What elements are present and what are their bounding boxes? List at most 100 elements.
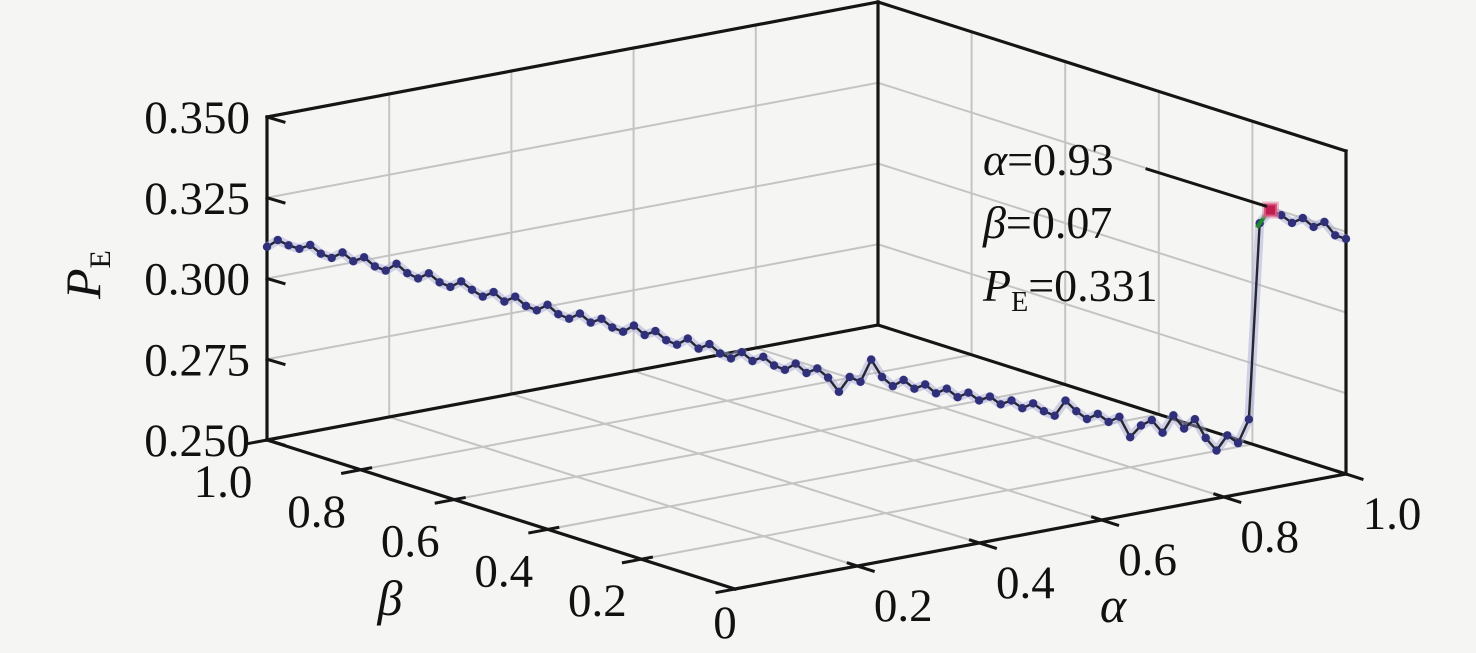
data-point	[478, 292, 487, 301]
data-point	[931, 389, 941, 398]
data-point	[284, 241, 293, 250]
data-point	[726, 354, 736, 363]
data-point	[1331, 231, 1340, 240]
data-point	[359, 253, 369, 262]
beta-tick	[528, 525, 560, 535]
box-edge	[733, 472, 1348, 591]
z-grid-line	[266, 162, 1347, 314]
data-point	[1244, 415, 1254, 424]
data-point	[1223, 431, 1232, 440]
data-point	[575, 309, 585, 318]
data-point	[845, 372, 854, 382]
box-edge	[265, 323, 880, 442]
alpha-tick	[1212, 492, 1242, 504]
data-point	[1298, 213, 1308, 223]
data-point	[1028, 399, 1038, 408]
beta-tick	[621, 555, 654, 565]
data-point	[1039, 407, 1049, 416]
data-point	[942, 384, 951, 393]
data-point	[1287, 218, 1297, 228]
data-point	[457, 277, 466, 286]
data-point	[564, 314, 574, 323]
data-point	[899, 375, 908, 385]
beta-floor-grid-line	[359, 353, 973, 471]
data-point	[446, 282, 455, 292]
data-point	[953, 393, 962, 402]
annotation-leader-line	[1145, 167, 1268, 208]
beta-floor-grid-line	[453, 383, 1067, 501]
alpha-tick-label: 0.8	[1240, 511, 1299, 563]
data-point	[586, 318, 595, 327]
alpha-tick	[846, 561, 876, 573]
data-point	[543, 300, 552, 309]
data-point	[694, 344, 703, 353]
tick-labels: 0.250 0.275 0.300 0.325 0.350 1.0 0.8 0.6 0.4 0.2…	[144, 92, 1421, 649]
data-point	[813, 364, 822, 373]
data-point	[1190, 415, 1200, 424]
alpha-floor-grid-line	[632, 369, 1103, 522]
data-point	[1115, 412, 1124, 421]
data-point	[467, 285, 477, 294]
data-point	[424, 269, 433, 278]
data-point	[834, 387, 844, 396]
z-tick-label: 0.300	[144, 254, 250, 306]
data-point	[1147, 415, 1157, 425]
alpha-axis-label: α	[1100, 577, 1128, 633]
alpha-floor-grid-line	[754, 346, 1226, 499]
data-point	[349, 257, 358, 266]
data-point	[877, 372, 887, 382]
data-point	[608, 323, 617, 332]
box-edge	[265, 0, 880, 119]
data-point	[489, 287, 498, 297]
pe-curve-line	[266, 208, 1347, 452]
z-tick	[265, 357, 286, 367]
alpha-tick-label: 1.0	[1363, 488, 1422, 540]
data-point	[327, 253, 336, 263]
data-point	[780, 365, 790, 374]
data-point	[1126, 433, 1135, 442]
data-point	[759, 352, 768, 361]
data-point	[532, 306, 541, 315]
alpha-floor-grid-line	[510, 392, 981, 545]
annotation-callout: α=0.93 β=0.07 PE=0.331	[982, 134, 1268, 318]
grid-lines	[266, 24, 1347, 568]
data-point	[1341, 234, 1351, 244]
alpha-floor-grid-line	[387, 415, 859, 568]
beta-tick-label: 0.4	[474, 545, 533, 597]
beta-tick	[340, 466, 373, 475]
data-point	[381, 266, 390, 275]
data-point	[392, 259, 401, 268]
pe-curve-points	[262, 205, 1351, 455]
highlight-point	[1262, 201, 1279, 219]
data-point	[1082, 414, 1092, 424]
box-edge	[875, 322, 1349, 477]
beta-tick-label: 1.0	[194, 456, 253, 508]
data-point	[769, 361, 779, 370]
data-point	[1007, 396, 1016, 405]
data-point	[985, 392, 995, 401]
beta-floor-grid-line	[640, 443, 1254, 561]
data-point	[1050, 411, 1059, 420]
data-point	[1093, 409, 1103, 419]
data-point	[413, 274, 423, 283]
data-point	[662, 336, 671, 345]
data-point	[672, 340, 682, 349]
z-tick-label: 0.250	[144, 415, 250, 467]
data-point	[306, 240, 315, 250]
data-point	[1277, 211, 1286, 220]
data-point	[737, 348, 746, 357]
data-point	[1212, 446, 1221, 455]
data-point	[1061, 396, 1070, 405]
beta-tick-label: 0	[713, 597, 737, 649]
alpha-tick-label: 0.4	[996, 557, 1055, 609]
data-point	[554, 310, 563, 319]
beta-tick-label: 0.8	[287, 486, 346, 538]
alpha-tick	[1090, 515, 1120, 527]
alpha-tick	[1335, 469, 1364, 481]
box-edge	[875, 0, 1349, 154]
data-point	[867, 355, 876, 364]
data-point	[1104, 417, 1113, 427]
alpha-tick-label: 0.6	[1118, 534, 1177, 586]
data-point	[338, 248, 347, 257]
